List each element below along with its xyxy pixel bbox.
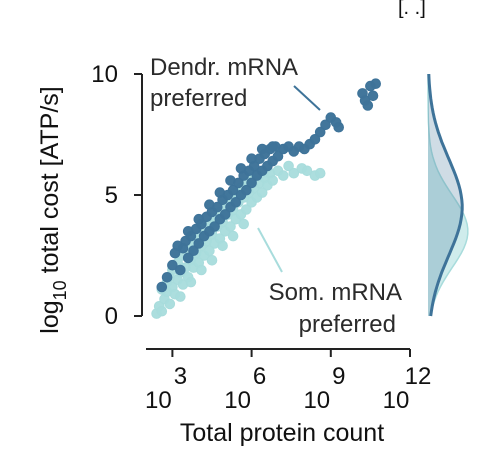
scatter-point-dendr [175,264,186,276]
corner-mark: [. .] [398,0,426,19]
x-tick-label-base: 10 [383,387,410,414]
scatter-point-dendr [156,281,168,293]
scatter-point-dendr [161,272,173,283]
annotation-som-line-2: preferred [299,311,396,338]
scatter-point-som [256,187,268,198]
scatter-points-layer [151,78,382,319]
scatter-point-dendr [167,259,178,271]
x-tick-label-exponent: 3 [174,363,187,390]
scatter-point-dendr [182,226,194,237]
scatter-point-som [206,254,218,266]
annotation-som: Som. mRNA preferred [257,227,402,338]
scatter-point-dendr [219,209,231,220]
scatter-point-dendr [333,121,345,133]
scatter-point-som [288,167,300,179]
x-tick-label-exponent: 6 [253,363,266,390]
scatter-point-dendr [367,90,379,102]
annotation-dendr-line-2: preferred [150,85,247,112]
y-tick-label: 10 [91,61,118,88]
scatter-point-dendr [209,221,220,232]
scatter-point-dendr [272,151,284,162]
scatter-point-som [227,230,239,242]
scatter-point-dendr [182,252,194,264]
x-tick-label-base: 10 [303,387,330,414]
scatter-point-dendr [320,119,331,131]
x-tick-label-base: 10 [145,387,172,414]
y-axis-title-subscript: 10 [50,280,70,300]
scatter-point-som [241,204,252,215]
scatter-point-som [185,276,197,288]
scatter-point-dendr [370,78,382,89]
density-area-som [428,74,468,316]
scatter-point-dendr [246,153,257,164]
scatter-point-som [175,291,186,302]
annotation-dendr-leader [293,85,321,111]
scatter-point-dendr [256,143,268,155]
x-tick-label-exponent: 9 [332,363,345,390]
y-axis-title: log10 total cost [ATP/s] [36,86,70,333]
scatter-point-dendr [227,184,239,196]
annotation-dendr: Dendr. mRNA preferred [150,54,321,112]
scatter-point-dendr [362,100,374,111]
scatter-point-som [196,264,207,276]
scatter-point-som [225,221,236,232]
x-tick-label-base: 10 [224,387,251,414]
scatter-point-som [267,175,279,186]
scatter-point-som [164,298,176,310]
scatter-point-dendr [241,184,252,196]
svg-text:log10 total cost [ATP/s]: log10 total cost [ATP/s] [36,86,70,333]
annotation-som-line-1: Som. mRNA [269,279,402,306]
scatter-point-som [217,240,228,252]
scatter-point-som [283,160,294,172]
scatter-point-som [278,170,289,181]
scatter-point-dendr [314,126,326,138]
y-tick-label: 0 [105,303,118,330]
scatter-point-dendr [235,163,247,174]
density-line-dendr [427,73,464,317]
y-axis-title-rest: total cost [ATP/s] [36,86,64,280]
scatter-point-som [314,167,326,179]
y-ticks-layer: 0 5 10 [91,61,142,330]
scatter-point-dendr [214,187,226,198]
marginal-density-layer [427,73,469,317]
scatter-point-dendr [230,197,242,208]
scatter-point-dendr [193,213,205,225]
scatter-point-dendr [172,240,183,252]
annotation-som-leader [257,227,283,273]
y-axis-title-prefix: log [36,300,64,333]
y-tick-label: 5 [105,182,118,209]
scatter-point-dendr [204,199,215,210]
annotation-dendr-line-1: Dendr. mRNA [150,54,298,81]
density-line-som [427,74,469,317]
scatter-point-som [156,305,168,317]
scatter-point-som [238,218,249,230]
scatter-point-dendr [309,134,321,145]
scatter-point-dendr [225,175,236,186]
x-axis-title: Total protein count [180,419,384,447]
density-area-dendr [428,74,463,316]
scatter-point-dendr [193,238,205,249]
scatter-point-dendr [267,141,279,152]
scatter-point-dendr [188,245,199,256]
scatter-point-som [301,165,313,177]
x-tick-label-exponent: 12 [405,363,432,390]
scatter-point-som [204,245,215,256]
scatter-point-dendr [246,177,257,189]
